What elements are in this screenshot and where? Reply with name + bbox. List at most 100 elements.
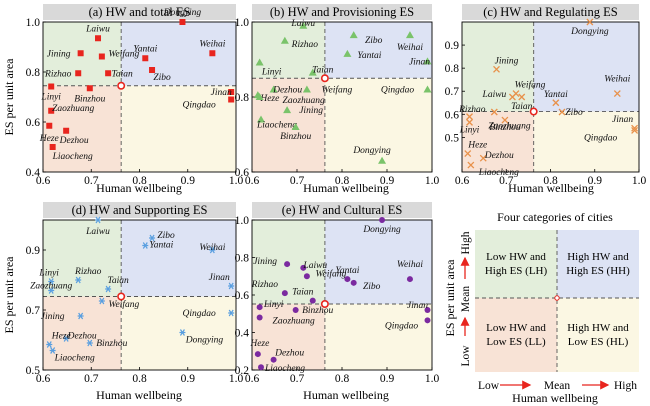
x-axis-title: Human wellbeing <box>303 388 389 402</box>
data-point <box>256 304 263 311</box>
y-tick-label: 0.8 <box>445 63 460 75</box>
point-label: Jining <box>299 106 323 116</box>
x-tick-label: 1.0 <box>229 175 244 187</box>
point-label: Linyi <box>263 300 284 310</box>
point-label: Dezhou <box>59 136 89 146</box>
panel-title-bg <box>462 4 639 20</box>
legend-xlabel: Human wellbeing <box>512 391 598 405</box>
data-point <box>613 90 621 97</box>
point-label: Dongying <box>352 146 391 156</box>
quadrant-ll <box>252 78 325 172</box>
legend-hh-label: High ES (HH) <box>566 265 630 277</box>
point-label: Laiwu <box>290 19 315 29</box>
point-label: Taian <box>312 66 334 76</box>
data-point <box>300 264 307 271</box>
x-axis-title: Human wellbeing <box>96 388 182 402</box>
data-point <box>75 70 82 77</box>
data-point <box>466 113 473 121</box>
point-label: Rizhao <box>74 267 102 277</box>
data-point <box>46 341 53 348</box>
data-point <box>105 285 112 293</box>
y-tick-label: 0.4 <box>26 167 41 179</box>
mean-point <box>529 107 538 116</box>
data-point <box>255 58 264 66</box>
point-label: Rizhao <box>251 280 279 290</box>
x-tick-label: 0.6 <box>245 373 260 385</box>
data-point <box>308 68 317 76</box>
point-label: Binzhou <box>74 94 105 104</box>
point-label: Laiwu <box>85 227 110 237</box>
quadrant-ll <box>462 111 534 172</box>
data-point <box>558 108 566 116</box>
data-point <box>586 18 594 26</box>
data-point <box>466 118 473 126</box>
point-label: Heze <box>39 134 59 144</box>
data-point <box>631 127 639 134</box>
data-point <box>255 93 264 100</box>
x-tick-label: 1.0 <box>229 373 244 385</box>
point-label: Dongying <box>570 27 609 37</box>
x-tick-label: 0.6 <box>36 175 51 187</box>
point-label: Jinan <box>407 301 428 311</box>
y-tick-label: 0.7 <box>26 305 41 317</box>
data-point <box>518 93 526 101</box>
legend-y-high: High <box>460 231 472 254</box>
data-point <box>179 19 186 25</box>
point-label: Qingdao <box>183 101 217 111</box>
data-point <box>48 83 55 90</box>
data-point <box>309 297 316 304</box>
x-tick-label: 0.7 <box>499 175 514 187</box>
data-point <box>552 99 560 107</box>
x-tick-label: 0.9 <box>380 175 395 187</box>
point-label: Laiwu <box>85 24 110 34</box>
point-label: Dezhou <box>272 86 302 96</box>
data-point <box>501 116 509 124</box>
x-axis-title: Human wellbeing <box>303 181 389 195</box>
point-label: Heze <box>51 332 71 342</box>
category-legend: Four categories of cities Low HW and High … <box>443 210 639 405</box>
point-label: Dezhou <box>274 349 304 359</box>
scatter-panel: (c) HW and Regulating ES 0.6 0.7 0.8 0.9 1.0 0… <box>445 4 647 187</box>
point-label: Rizhao <box>291 40 319 50</box>
point-label: Zaozhuang <box>283 96 325 106</box>
quadrant-hh <box>324 22 432 79</box>
point-label: Jinan <box>409 57 430 67</box>
point-label: Qingdao <box>183 309 217 319</box>
legend-x-high: High <box>614 380 637 392</box>
data-point <box>98 53 105 60</box>
x-tick-label: 0.6 <box>36 373 51 385</box>
point-label: Taian <box>111 69 133 79</box>
data-point <box>379 217 386 223</box>
point-label: Weifang <box>316 268 347 279</box>
quadrant-hl <box>324 304 432 370</box>
point-label: Yantai <box>357 51 381 61</box>
data-point <box>95 216 102 224</box>
point-label: Heze <box>467 141 487 151</box>
quadrant-ll <box>252 304 325 370</box>
x-tick-label: 1.0 <box>632 175 647 187</box>
data-point <box>142 55 149 62</box>
scatter-panel: (d) HW and Supporting ES 0.6 0.7 0.8 0.9 1.0 0… <box>26 202 244 385</box>
data-point <box>49 347 56 354</box>
data-point <box>258 364 264 371</box>
data-point <box>48 107 55 114</box>
point-label: Jining <box>495 56 519 66</box>
data-point <box>406 276 413 283</box>
point-label: Binzhou <box>96 339 127 349</box>
data-point <box>46 122 53 129</box>
point-label: Qingdao <box>584 133 618 143</box>
data-point <box>493 65 500 73</box>
x-tick-label: 0.8 <box>132 373 147 385</box>
point-label: Liaocheng <box>52 152 93 162</box>
panel-title: (d) HW and Supporting ES <box>72 203 208 217</box>
data-point <box>95 35 102 42</box>
quadrant-hh <box>121 220 236 297</box>
data-point <box>228 96 235 103</box>
point-label: Linyi <box>38 269 59 279</box>
x-tick-label: 0.7 <box>84 373 99 385</box>
point-label: Taian <box>292 288 314 298</box>
data-point <box>424 307 431 313</box>
data-point <box>86 85 93 92</box>
data-point <box>149 67 156 73</box>
data-point <box>269 85 278 93</box>
